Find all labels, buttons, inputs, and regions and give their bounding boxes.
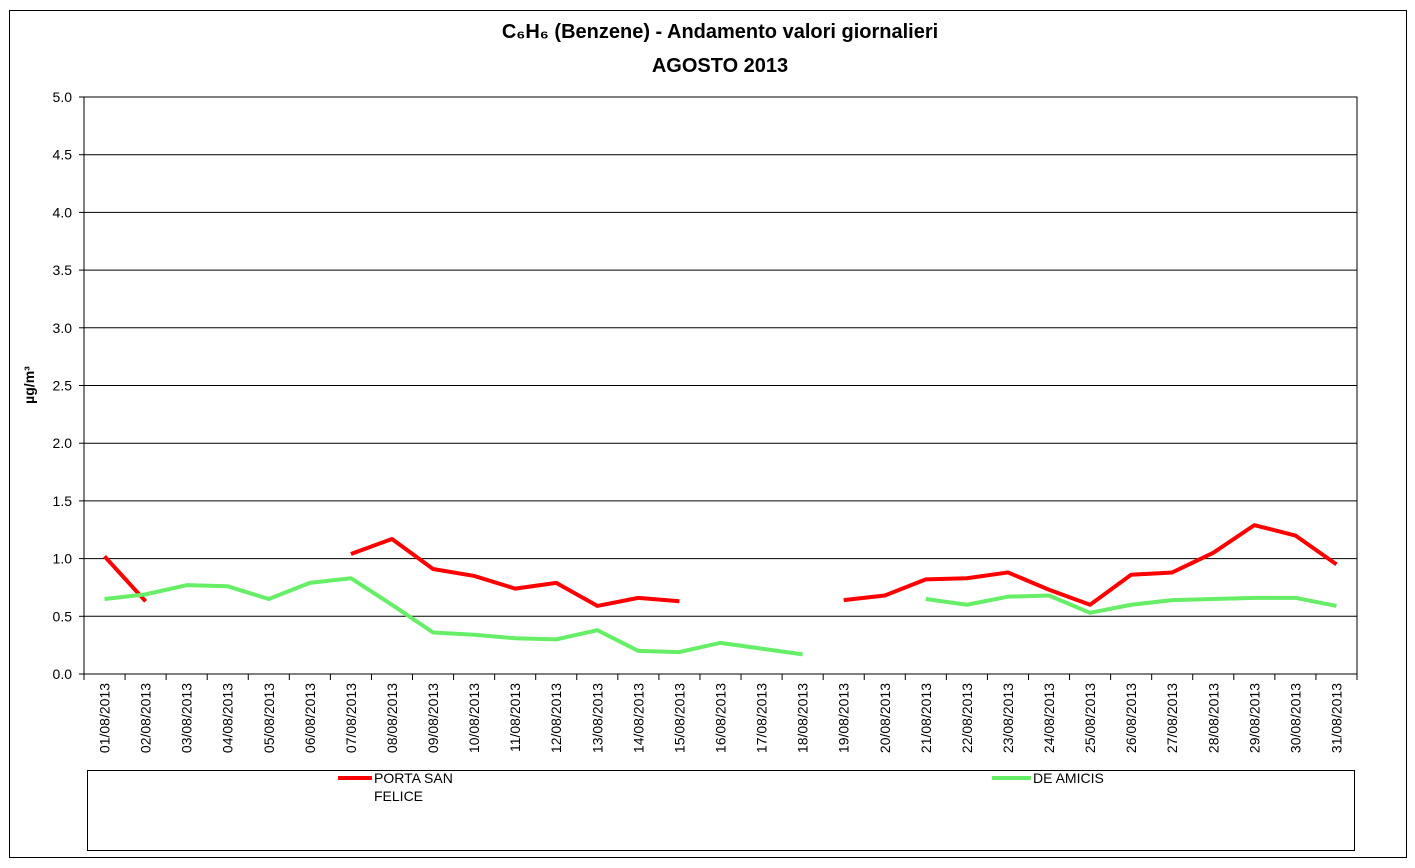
x-tick-label: 28/08/2013 xyxy=(1205,683,1221,753)
x-tick-label: 02/08/2013 xyxy=(138,683,154,753)
x-tick-label: 29/08/2013 xyxy=(1246,683,1262,753)
x-tick-label: 10/08/2013 xyxy=(466,683,482,753)
x-tick-label: 12/08/2013 xyxy=(548,683,564,753)
y-tick-label: 4.0 xyxy=(53,204,73,220)
chart-subtitle: AGOSTO 2013 xyxy=(652,55,788,77)
y-axis-label: µg/m³ xyxy=(21,366,37,404)
chart-frame xyxy=(9,10,1407,858)
x-tick-label: 04/08/2013 xyxy=(220,683,236,753)
y-tick-label: 3.5 xyxy=(53,262,73,278)
x-tick-label: 16/08/2013 xyxy=(713,683,729,753)
x-tick-label: 14/08/2013 xyxy=(630,683,646,753)
x-tick-label: 15/08/2013 xyxy=(671,683,687,753)
x-tick-label: 11/08/2013 xyxy=(507,683,523,752)
x-tick-label: 24/08/2013 xyxy=(1041,683,1057,753)
y-tick-label: 0.5 xyxy=(53,608,73,624)
x-tick-label: 13/08/2013 xyxy=(589,683,605,753)
y-tick-label: 5.0 xyxy=(53,89,73,105)
x-tick-label: 20/08/2013 xyxy=(877,683,893,753)
chart-title: C₆H₆ (Benzene) - Andamento valori giorna… xyxy=(502,21,938,43)
legend-label: DE AMICIS xyxy=(1033,770,1104,786)
y-tick-label: 2.0 xyxy=(53,435,73,451)
y-tick-label: 1.0 xyxy=(53,551,73,567)
y-tick-label: 1.5 xyxy=(53,493,73,509)
plot-area xyxy=(83,96,1358,675)
y-tick-label: 3.0 xyxy=(53,320,73,336)
legend-box xyxy=(87,770,1355,851)
data-line xyxy=(104,576,1337,657)
x-tick-label: 07/08/2013 xyxy=(343,683,359,753)
x-tick-label: 21/08/2013 xyxy=(918,683,934,753)
x-tick-label: 31/08/2013 xyxy=(1328,683,1344,753)
y-tick-label: 4.5 xyxy=(53,147,73,163)
x-tick-label: 22/08/2013 xyxy=(959,683,975,753)
x-tick-label: 30/08/2013 xyxy=(1287,683,1303,753)
x-tick-label: 03/08/2013 xyxy=(179,683,195,753)
x-tick-label: 06/08/2013 xyxy=(302,683,318,753)
x-tick-label: 05/08/2013 xyxy=(261,683,277,753)
x-tick-label: 01/08/2013 xyxy=(97,683,113,753)
x-tick-label: 17/08/2013 xyxy=(754,683,770,753)
x-tick-label: 26/08/2013 xyxy=(1123,683,1139,753)
x-tick-label: 19/08/2013 xyxy=(836,683,852,753)
y-tick-label: 2.5 xyxy=(53,378,73,394)
x-tick-label: 18/08/2013 xyxy=(795,683,811,753)
x-tick-label: 25/08/2013 xyxy=(1082,683,1098,753)
y-tick-label: 0.0 xyxy=(53,666,73,682)
legend-label: PORTA SAN FELICE xyxy=(374,770,453,804)
x-tick-label: 23/08/2013 xyxy=(1000,683,1016,753)
x-tick-label: 09/08/2013 xyxy=(425,683,441,753)
x-tick-label: 27/08/2013 xyxy=(1164,683,1180,753)
x-tick-label: 08/08/2013 xyxy=(384,683,400,753)
